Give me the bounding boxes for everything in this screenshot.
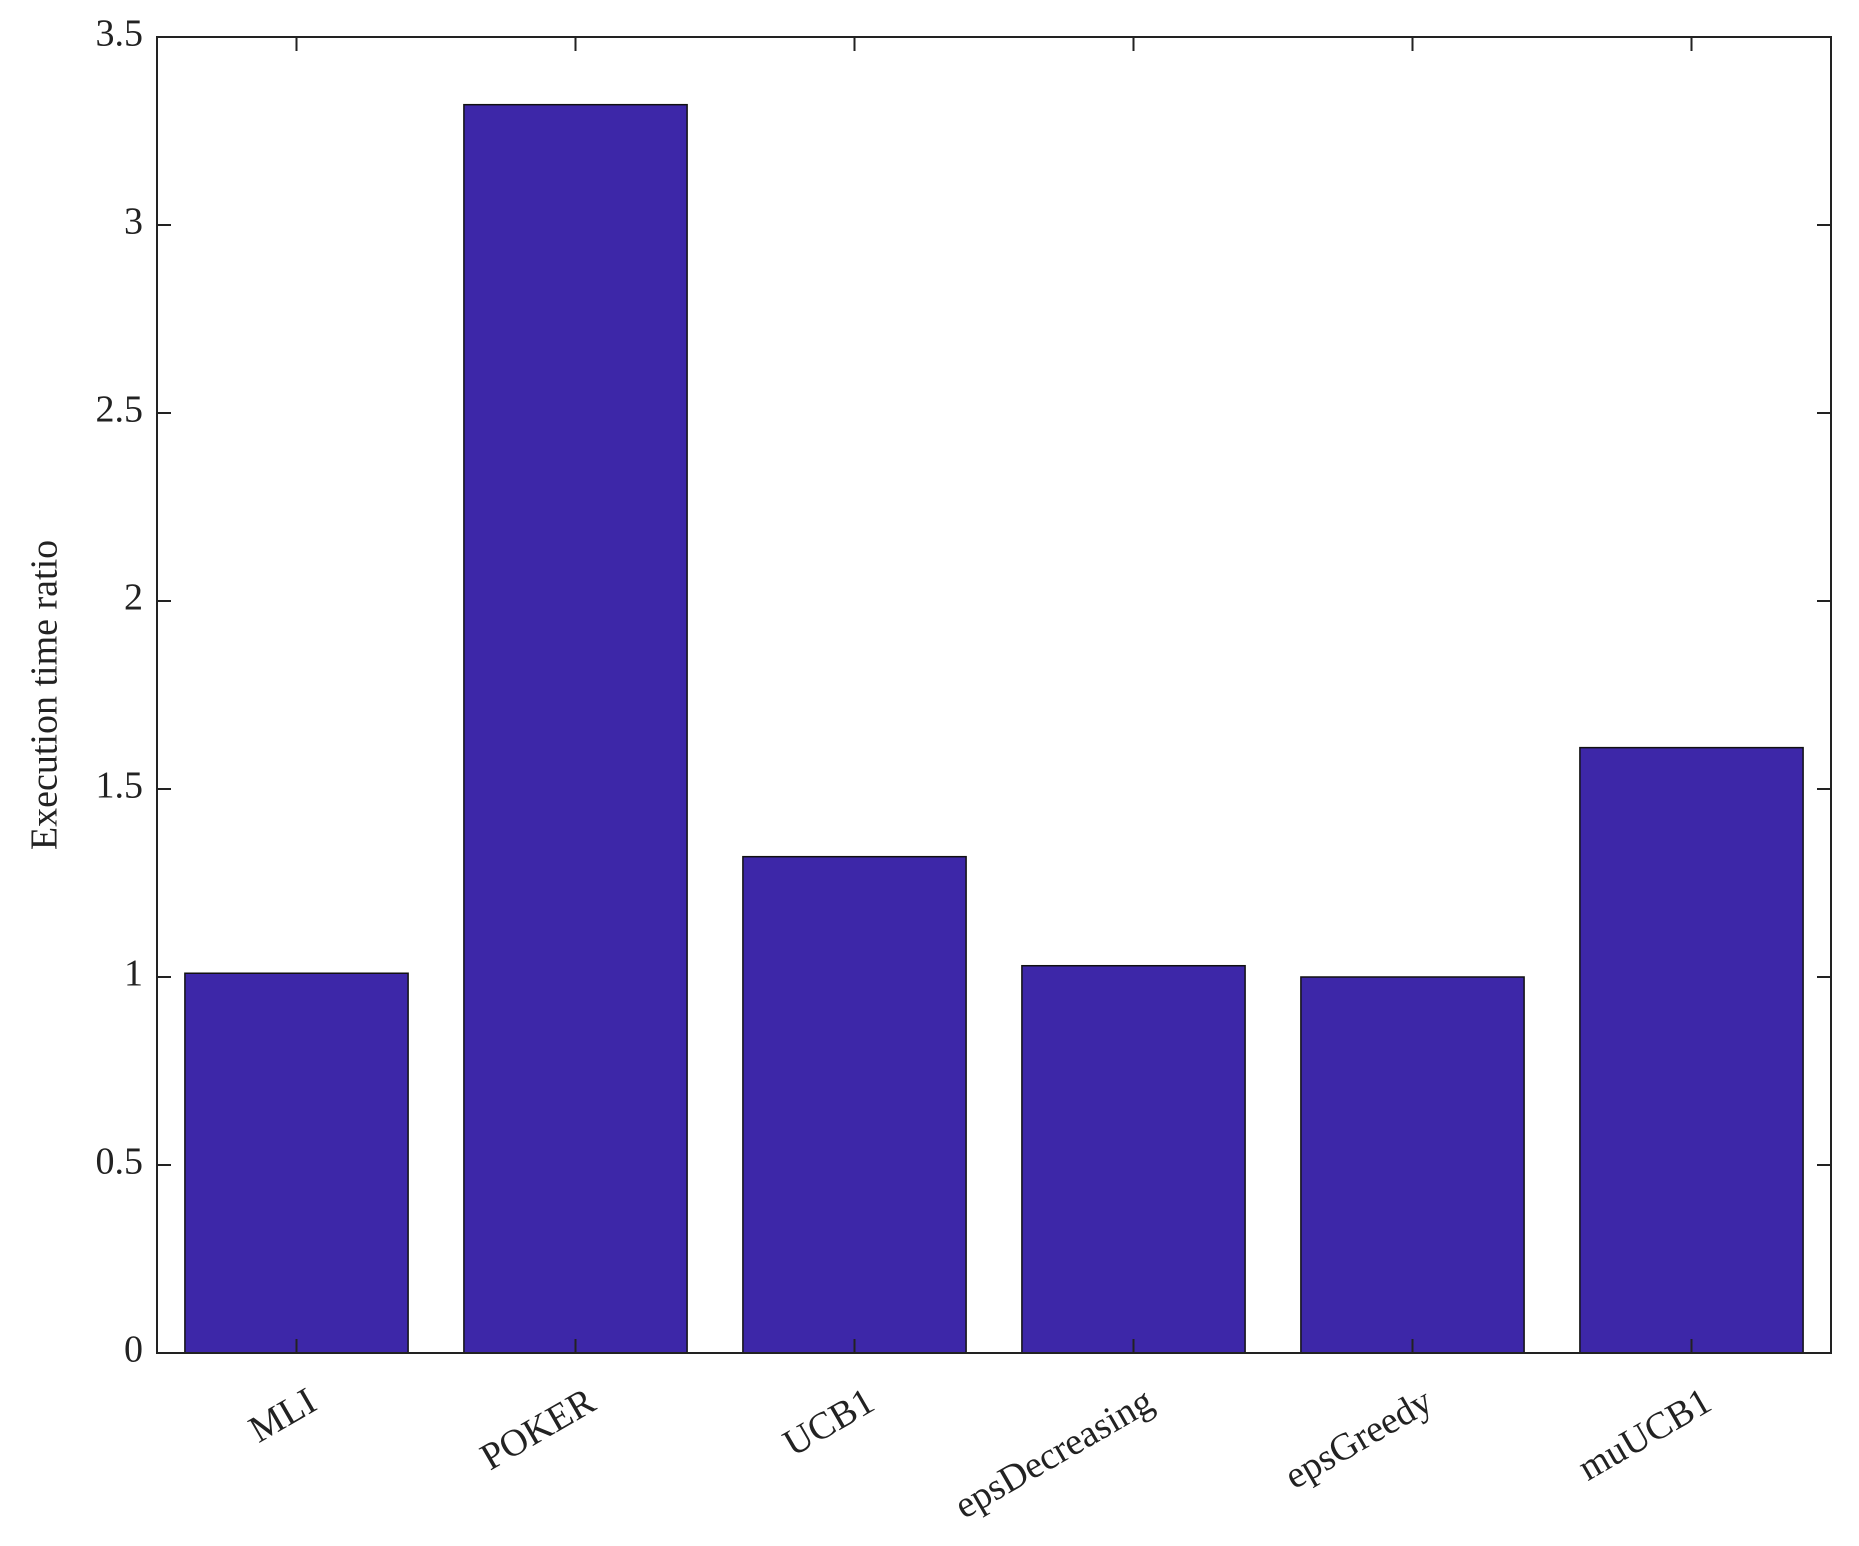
bar [184,972,409,1354]
y-axis-label: Execution time ratio [24,540,66,850]
plot-frame [156,36,1832,1354]
y-tick-label: 1 [124,953,143,995]
y-tick-label: 0 [124,1329,143,1371]
bar [742,855,967,1354]
x-tick-label: epsDecreasing [947,1380,1160,1527]
y-tick-label: 1.5 [96,765,144,807]
bar [1579,746,1804,1354]
y-tick-label: 2 [124,577,143,619]
x-tick-label: UCB1 [776,1380,881,1465]
y-tick-label: 3 [124,201,143,243]
x-tick-label: MLI [242,1380,323,1451]
x-tick-label: POKER [473,1380,602,1479]
y-tick-label: 3.5 [96,13,144,55]
y-tick-label: 0.5 [96,1141,144,1183]
x-tick-label: muUCB1 [1571,1380,1718,1489]
y-tick-label: 2.5 [96,389,144,431]
x-tick-label: epsGreedy [1278,1380,1440,1498]
bar [1021,964,1246,1354]
bar [1300,976,1525,1354]
bar [463,103,688,1354]
